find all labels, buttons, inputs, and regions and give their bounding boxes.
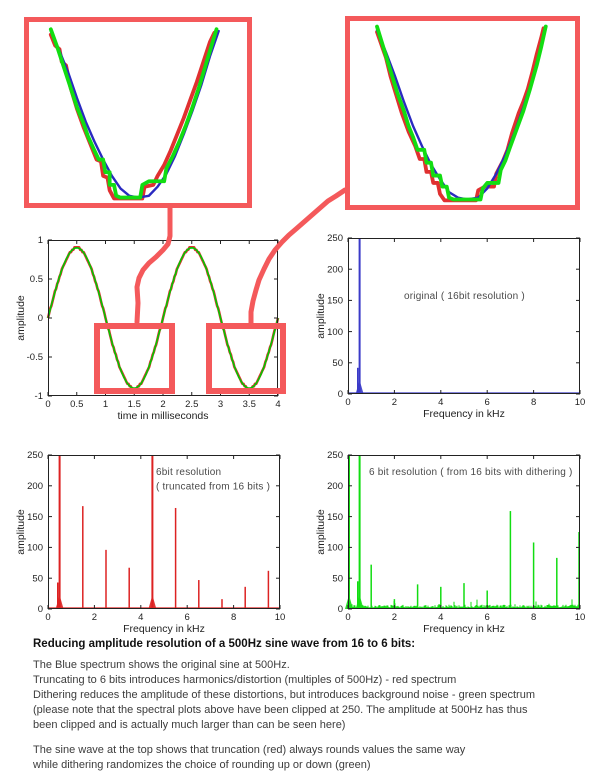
x-tick-label: 1 — [103, 399, 108, 410]
x-tick-label: 2 — [92, 612, 97, 623]
spectrum-original-plot: 0 2 4 6 8 10 0 50 100 150 200 250 Frequency in kHz am… — [315, 233, 585, 420]
y-tick-label: 0 — [38, 604, 43, 615]
x-tick-label: 4 — [438, 397, 443, 408]
caption-gap — [33, 733, 591, 743]
caption-line: (please note that the spectral plots abo… — [33, 704, 528, 716]
y-tick-label: 50 — [332, 573, 343, 584]
y-tick-label: 250 — [327, 233, 343, 244]
caption-line: Dithering reduces the amplitude of these… — [33, 689, 536, 701]
caption-line: been clipped and is actually much larger… — [33, 719, 346, 731]
axes-box — [348, 238, 580, 394]
x-tick-label: 4 — [438, 612, 443, 623]
x-tick-label: 0.5 — [70, 399, 83, 410]
x-tick-label: 8 — [531, 397, 536, 408]
y-tick-label: 200 — [327, 264, 343, 275]
x-tick-label: 2 — [392, 612, 397, 623]
inset-curve-green — [51, 29, 217, 197]
y-axis-label: amplitude — [315, 509, 327, 555]
y-axis-label: amplitude — [15, 509, 27, 555]
x-tick-label: 10 — [575, 397, 586, 408]
x-tick-label: 8 — [231, 612, 236, 623]
x-tick-label: 3 — [218, 399, 223, 410]
y-tick-label: 0 — [338, 389, 343, 400]
axes-box — [48, 455, 280, 609]
y-tick-label: -1 — [35, 391, 43, 402]
y-tick-label: 150 — [327, 512, 343, 523]
figure-caption: Reducing amplitude resolution of a 500Hz… — [33, 637, 591, 773]
x-tick-label: 2.5 — [185, 399, 198, 410]
caption-line: The Blue spectrum shows the original sin… — [33, 659, 290, 671]
caption-line: Truncating to 6 bits introduces harmonic… — [33, 674, 457, 686]
y-tick-label: -0.5 — [27, 352, 43, 363]
inset-curve-red — [377, 28, 544, 200]
x-tick-label: 6 — [185, 612, 190, 623]
y-tick-label: 100 — [27, 543, 43, 554]
y-axis-label: amplitude — [315, 293, 327, 339]
y-tick-label: 50 — [32, 573, 43, 584]
x-tick-label: 10 — [275, 612, 286, 623]
y-tick-label: 250 — [327, 450, 343, 461]
x-tick-label: 2 — [392, 397, 397, 408]
sine-series-dithered-green — [47, 247, 279, 389]
y-tick-label: 100 — [327, 327, 343, 338]
x-tick-label: 1.5 — [128, 399, 141, 410]
y-tick-label: 200 — [27, 481, 43, 492]
x-tick-label: 4 — [138, 612, 143, 623]
x-tick-label: 3.5 — [243, 399, 256, 410]
plot-annotation: ( truncated from 16 bits ) — [156, 482, 270, 493]
caption-line: while dithering randomizes the choice of… — [33, 759, 371, 771]
zoom-inset-right — [345, 16, 580, 210]
x-tick-label: 0 — [45, 612, 50, 623]
y-tick-label: 1 — [38, 235, 43, 246]
spectrum-truncated-plot: 0 2 4 6 8 10 0 50 100 150 200 250 Frequency in kHz am… — [15, 450, 285, 635]
plot-annotation: 6 bit resolution ( from 16 bits with dit… — [369, 467, 573, 478]
caption-title: Reducing amplitude resolution of a 500Hz… — [33, 638, 416, 650]
y-tick-label: 150 — [27, 512, 43, 523]
x-tick-label: 0 — [45, 399, 50, 410]
x-tick-label: 4 — [275, 399, 280, 410]
y-tick-label: 150 — [327, 296, 343, 307]
x-tick-label: 8 — [531, 612, 536, 623]
plot-annotation: 6bit resolution — [156, 467, 221, 478]
y-tick-label: 0 — [38, 313, 43, 324]
x-tick-label: 0 — [345, 397, 350, 408]
zoom-inset-left — [24, 17, 252, 208]
plot-annotation: original ( 16bit resolution ) — [404, 291, 525, 302]
inset-curve-green — [377, 27, 546, 200]
x-tick-label: 6 — [485, 612, 490, 623]
x-tick-label: 6 — [485, 397, 490, 408]
caption-line: The sine wave at the top shows that trun… — [33, 744, 466, 756]
sine-wave-plot: 0 0.5 1 1.5 2 2.5 3 3.5 4 -1 -0.5 0 0.5 1 time in mill… — [15, 235, 281, 422]
inset-curve-blue — [51, 31, 219, 198]
x-axis-label: Frequency in kHz — [423, 408, 505, 420]
x-axis-label: Frequency in kHz — [423, 623, 505, 635]
x-tick-label: 0 — [345, 612, 350, 623]
y-tick-label: 0.5 — [30, 274, 43, 285]
x-tick-label: 10 — [575, 612, 586, 623]
y-tick-label: 0 — [338, 604, 343, 615]
y-tick-label: 100 — [327, 543, 343, 554]
y-tick-label: 50 — [332, 358, 343, 369]
spectrum-dithered-plot: 0 2 4 6 8 10 0 50 100 150 200 250 Frequency in kHz am… — [315, 450, 585, 635]
x-tick-label: 2 — [160, 399, 165, 410]
axes-box — [348, 455, 580, 609]
x-axis-label: Frequency in kHz — [123, 623, 205, 635]
y-tick-label: 200 — [327, 481, 343, 492]
x-axis-label: time in milliseconds — [117, 410, 208, 422]
y-tick-label: 250 — [27, 450, 43, 461]
y-axis-label: amplitude — [15, 295, 27, 341]
